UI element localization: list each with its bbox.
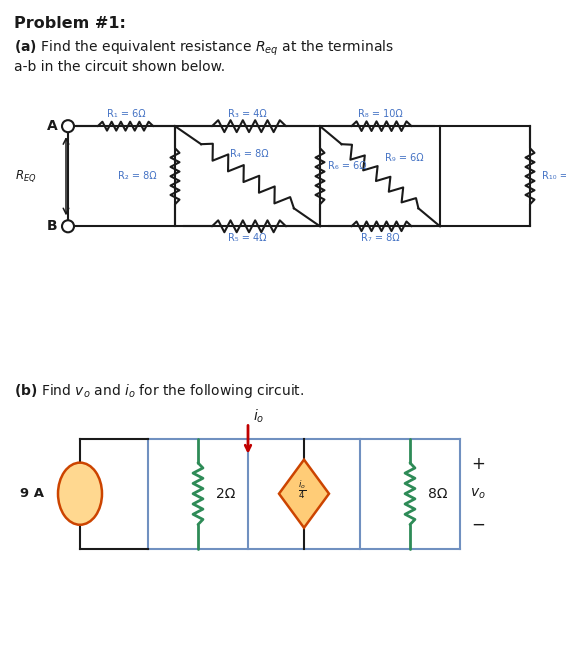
Text: 2Ω: 2Ω: [216, 487, 235, 501]
Circle shape: [62, 220, 74, 233]
Text: 9 A: 9 A: [20, 487, 44, 500]
Text: $v_o$: $v_o$: [470, 486, 486, 501]
Text: Problem #1:: Problem #1:: [14, 16, 126, 31]
Text: a-b in the circuit shown below.: a-b in the circuit shown below.: [14, 60, 225, 74]
Text: $R_{EQ}$: $R_{EQ}$: [15, 168, 37, 184]
Text: $\frac{i_o}{4}$: $\frac{i_o}{4}$: [298, 478, 306, 501]
Text: B: B: [46, 219, 57, 233]
Text: R₃ = 4Ω: R₃ = 4Ω: [228, 109, 267, 119]
Text: $i_o$: $i_o$: [253, 407, 264, 424]
Text: $-$: $-$: [471, 514, 485, 533]
Text: R₂ = 8Ω: R₂ = 8Ω: [118, 171, 156, 181]
Text: A: A: [46, 119, 57, 133]
Text: R₈ = 10Ω: R₈ = 10Ω: [358, 109, 402, 119]
Text: $\mathbf{(b)}$ Find $v_o$ and $i_o$ for the following circuit.: $\mathbf{(b)}$ Find $v_o$ and $i_o$ for …: [14, 382, 304, 399]
Polygon shape: [279, 460, 329, 528]
Text: R₉ = 6Ω: R₉ = 6Ω: [385, 153, 423, 163]
Text: R₁₀ = 2Ω: R₁₀ = 2Ω: [542, 171, 566, 181]
Circle shape: [62, 120, 74, 132]
Text: R₇ = 8Ω: R₇ = 8Ω: [361, 233, 399, 243]
Text: R₆ = 6Ω: R₆ = 6Ω: [328, 161, 367, 171]
Text: +: +: [471, 455, 485, 472]
Text: 8Ω: 8Ω: [428, 487, 448, 501]
Text: $\mathbf{(a)}$ Find the equivalent resistance $R_{eq}$ at the terminals: $\mathbf{(a)}$ Find the equivalent resis…: [14, 39, 394, 58]
Text: R₄ = 8Ω: R₄ = 8Ω: [230, 149, 269, 159]
Ellipse shape: [58, 463, 102, 525]
Text: R₅ = 4Ω: R₅ = 4Ω: [228, 233, 266, 243]
Text: R₁ = 6Ω: R₁ = 6Ω: [106, 109, 145, 119]
